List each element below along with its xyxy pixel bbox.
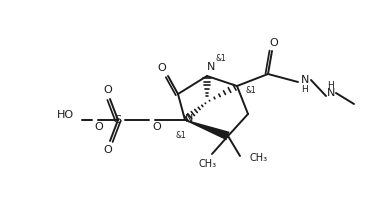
Text: H: H <box>302 85 308 94</box>
Polygon shape <box>185 120 229 140</box>
Text: N: N <box>207 62 215 72</box>
Text: S: S <box>115 115 122 125</box>
Text: N: N <box>301 75 309 85</box>
Text: O: O <box>104 145 112 155</box>
Text: &1: &1 <box>176 131 186 140</box>
Text: CH₃: CH₃ <box>250 153 268 163</box>
Text: O: O <box>158 63 166 73</box>
Text: &1: &1 <box>215 54 226 62</box>
Text: &1: &1 <box>246 86 256 95</box>
Text: N: N <box>185 114 193 124</box>
Text: CH₃: CH₃ <box>199 159 217 169</box>
Text: O: O <box>270 38 278 48</box>
Text: O: O <box>94 122 103 132</box>
Text: HO: HO <box>57 110 74 120</box>
Text: N: N <box>327 88 335 98</box>
Text: O: O <box>153 122 161 132</box>
Text: H: H <box>328 80 335 89</box>
Text: O: O <box>104 85 112 95</box>
